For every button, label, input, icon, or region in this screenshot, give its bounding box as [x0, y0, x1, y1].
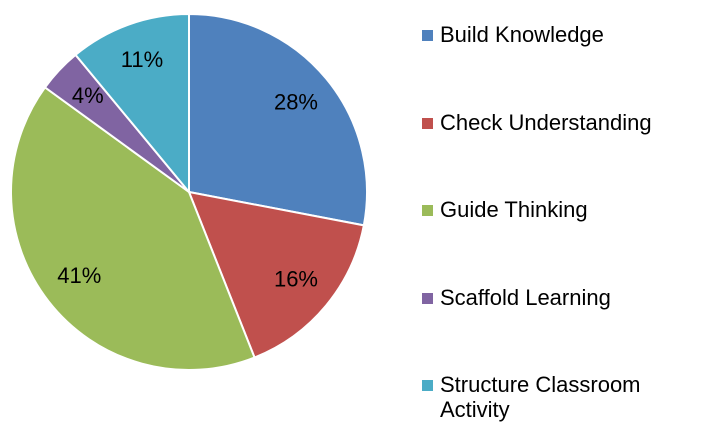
legend-swatch [422, 205, 433, 216]
legend-label: Build Knowledge [440, 22, 604, 47]
legend-entry: Guide Thinking [422, 197, 702, 222]
legend-label: Structure Classroom Activity [440, 372, 641, 422]
legend-label: Guide Thinking [440, 197, 588, 222]
data-label: 4% [72, 83, 104, 108]
legend-entry: Structure Classroom Activity [422, 372, 702, 422]
legend-entry: Scaffold Learning [422, 285, 702, 310]
pie-slice [74, 12, 190, 195]
legend-entry: Check Understanding [422, 110, 702, 135]
pie-slice [187, 190, 366, 359]
pie-slice [10, 85, 256, 371]
legend-swatch [422, 380, 433, 391]
data-label: 41% [57, 263, 101, 288]
pie-slice [188, 12, 368, 227]
legend-label: Check Understanding [440, 109, 652, 135]
data-label: 28% [274, 89, 318, 114]
legend-swatch [422, 292, 433, 304]
legend-swatch [422, 30, 433, 41]
data-label: 16% [274, 266, 318, 291]
legend-swatch [422, 117, 433, 129]
legend-label: Scaffold Learning [440, 284, 611, 310]
data-label: 11% [121, 47, 163, 72]
legend-entry: Build Knowledge [422, 22, 702, 47]
